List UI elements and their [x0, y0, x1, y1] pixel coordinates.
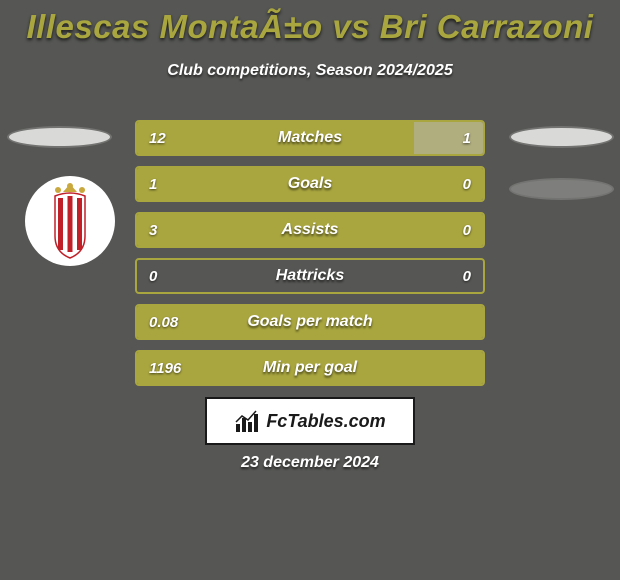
stat-value-left: 1 [149, 168, 157, 200]
stat-value-left: 12 [149, 122, 166, 154]
stat-row: Assists30 [135, 212, 485, 248]
placeholder-oval [509, 126, 614, 148]
brand-badge[interactable]: FcTables.com [205, 397, 415, 445]
stat-left-fill [137, 352, 483, 384]
stat-value-right: 0 [463, 168, 471, 200]
subtitle: Club competitions, Season 2024/2025 [0, 62, 620, 80]
stat-value-left: 0 [149, 260, 157, 292]
stat-value-right: 1 [463, 122, 471, 154]
stat-right-fill [414, 122, 483, 154]
club-crest [25, 176, 115, 266]
stat-value-left: 0.08 [149, 306, 178, 338]
stat-value-left: 3 [149, 214, 157, 246]
comparison-card: Illescas MontaÃ±o vs Bri Carrazoni Club … [0, 0, 620, 580]
brand-chart-icon [234, 408, 260, 434]
stat-left-fill [137, 306, 483, 338]
stat-left-fill [137, 122, 414, 154]
placeholder-oval [7, 126, 112, 148]
brand-text: FcTables.com [266, 411, 385, 432]
stat-row: Matches121 [135, 120, 485, 156]
stat-value-right: 0 [463, 260, 471, 292]
placeholder-oval [509, 178, 614, 200]
stat-bars: Matches121Goals10Assists30Hattricks00Goa… [135, 120, 485, 396]
stat-value-left: 1196 [149, 352, 181, 384]
date-text: 23 december 2024 [0, 454, 620, 472]
stat-left-fill [137, 214, 483, 246]
stat-value-right: 0 [463, 214, 471, 246]
page-title: Illescas MontaÃ±o vs Bri Carrazoni [0, 0, 620, 46]
stat-row: Hattricks0 0 [135, 258, 485, 294]
stat-left-fill [137, 168, 483, 200]
stat-label: Hattricks [137, 260, 483, 292]
stat-row: Goals10 [135, 166, 485, 202]
stat-row: Min per goal1196 [135, 350, 485, 386]
stat-row: Goals per match0.08 [135, 304, 485, 340]
